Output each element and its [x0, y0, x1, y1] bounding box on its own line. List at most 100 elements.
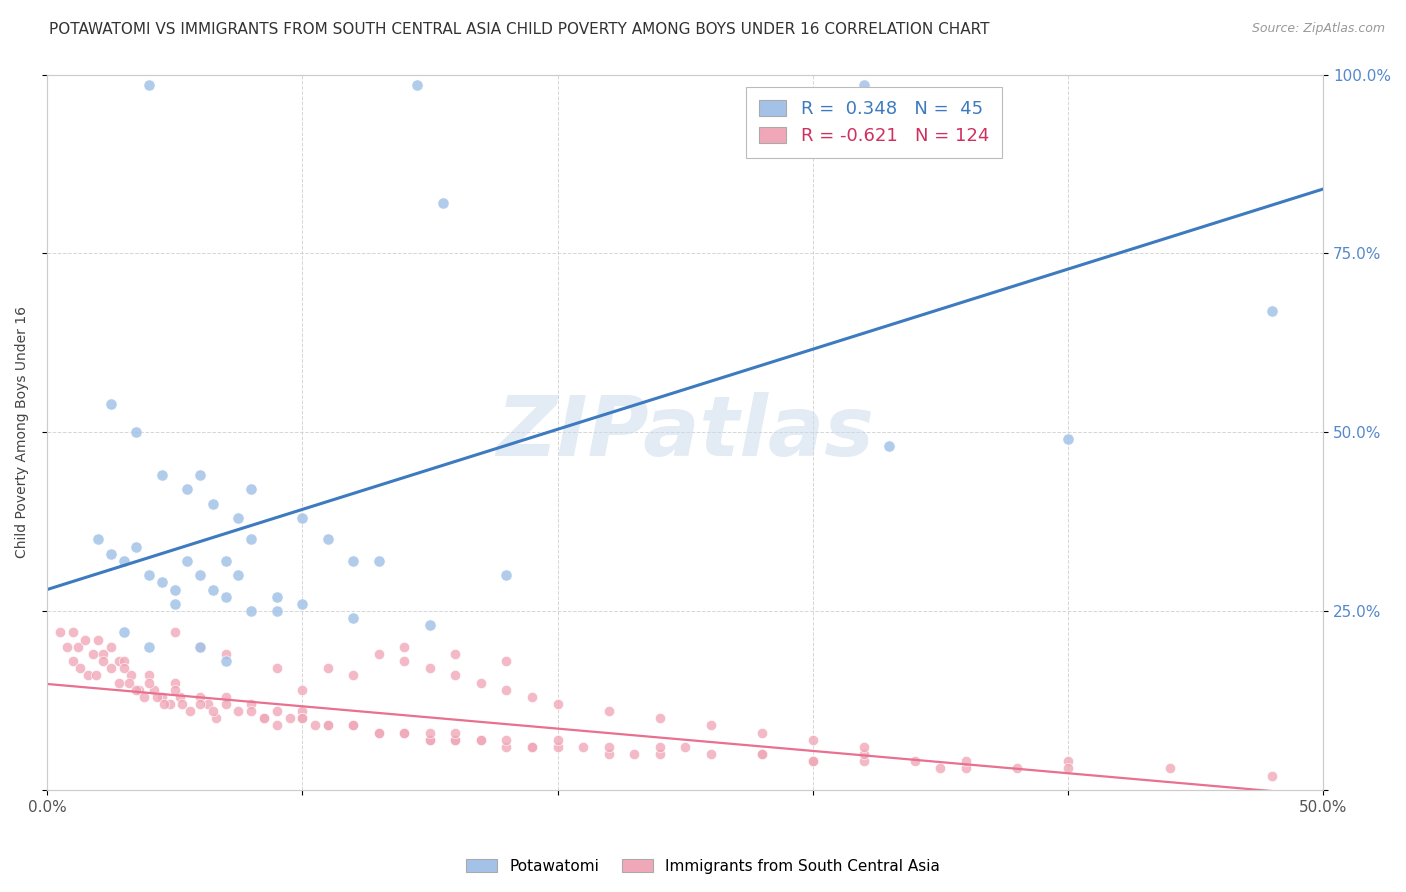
- Point: [291, 597, 314, 611]
- Point: [49, 625, 72, 640]
- Point: [419, 618, 441, 632]
- Text: ZIPatlas: ZIPatlas: [496, 392, 875, 473]
- Point: [215, 690, 238, 704]
- Point: [125, 682, 148, 697]
- Point: [444, 647, 467, 661]
- Point: [1261, 768, 1284, 782]
- Point: [598, 704, 620, 718]
- Point: [648, 747, 671, 761]
- Text: Source: ZipAtlas.com: Source: ZipAtlas.com: [1251, 22, 1385, 36]
- Point: [112, 654, 135, 668]
- Point: [367, 725, 389, 739]
- Point: [112, 661, 135, 675]
- Point: [201, 582, 224, 597]
- Point: [138, 675, 160, 690]
- Point: [138, 640, 160, 654]
- Point: [520, 739, 543, 754]
- Point: [304, 718, 326, 732]
- Point: [82, 647, 104, 661]
- Point: [520, 690, 543, 704]
- Point: [163, 675, 186, 690]
- Point: [228, 704, 250, 718]
- Point: [852, 78, 875, 93]
- Point: [547, 739, 569, 754]
- Point: [316, 661, 339, 675]
- Legend: Potawatomi, Immigrants from South Central Asia: Potawatomi, Immigrants from South Centra…: [460, 853, 946, 880]
- Point: [266, 718, 288, 732]
- Point: [125, 425, 148, 440]
- Point: [278, 711, 301, 725]
- Point: [444, 732, 467, 747]
- Point: [163, 682, 186, 697]
- Point: [204, 711, 226, 725]
- Point: [138, 568, 160, 582]
- Point: [520, 739, 543, 754]
- Point: [955, 761, 977, 775]
- Point: [342, 611, 364, 625]
- Point: [394, 640, 416, 654]
- Point: [240, 697, 263, 711]
- Point: [394, 654, 416, 668]
- Point: [228, 568, 250, 582]
- Point: [188, 690, 211, 704]
- Point: [91, 647, 114, 661]
- Point: [623, 747, 645, 761]
- Point: [128, 682, 150, 697]
- Point: [444, 668, 467, 682]
- Point: [495, 568, 517, 582]
- Point: [801, 754, 824, 768]
- Point: [394, 725, 416, 739]
- Point: [699, 747, 721, 761]
- Point: [342, 718, 364, 732]
- Point: [495, 739, 517, 754]
- Point: [648, 739, 671, 754]
- Y-axis label: Child Poverty Among Boys Under 16: Child Poverty Among Boys Under 16: [15, 306, 30, 558]
- Point: [419, 661, 441, 675]
- Point: [1261, 303, 1284, 318]
- Point: [367, 725, 389, 739]
- Point: [801, 732, 824, 747]
- Point: [188, 640, 211, 654]
- Point: [495, 732, 517, 747]
- Point: [150, 575, 173, 590]
- Point: [69, 661, 91, 675]
- Point: [751, 747, 773, 761]
- Point: [367, 554, 389, 568]
- Point: [342, 554, 364, 568]
- Point: [100, 547, 122, 561]
- Point: [598, 739, 620, 754]
- Point: [150, 690, 173, 704]
- Point: [648, 711, 671, 725]
- Point: [699, 718, 721, 732]
- Point: [342, 668, 364, 682]
- Point: [240, 704, 263, 718]
- Point: [470, 732, 492, 747]
- Point: [547, 732, 569, 747]
- Point: [62, 654, 84, 668]
- Point: [215, 554, 238, 568]
- Point: [163, 597, 186, 611]
- Point: [188, 640, 211, 654]
- Point: [1057, 761, 1080, 775]
- Point: [495, 654, 517, 668]
- Point: [179, 704, 201, 718]
- Point: [146, 690, 169, 704]
- Point: [673, 739, 696, 754]
- Point: [316, 718, 339, 732]
- Point: [852, 754, 875, 768]
- Point: [66, 640, 89, 654]
- Point: [1057, 433, 1080, 447]
- Point: [112, 554, 135, 568]
- Point: [470, 732, 492, 747]
- Point: [169, 690, 191, 704]
- Point: [188, 468, 211, 483]
- Point: [1005, 761, 1028, 775]
- Point: [118, 675, 141, 690]
- Point: [419, 725, 441, 739]
- Point: [547, 697, 569, 711]
- Point: [172, 697, 194, 711]
- Point: [228, 511, 250, 525]
- Point: [87, 533, 110, 547]
- Point: [316, 718, 339, 732]
- Point: [125, 540, 148, 554]
